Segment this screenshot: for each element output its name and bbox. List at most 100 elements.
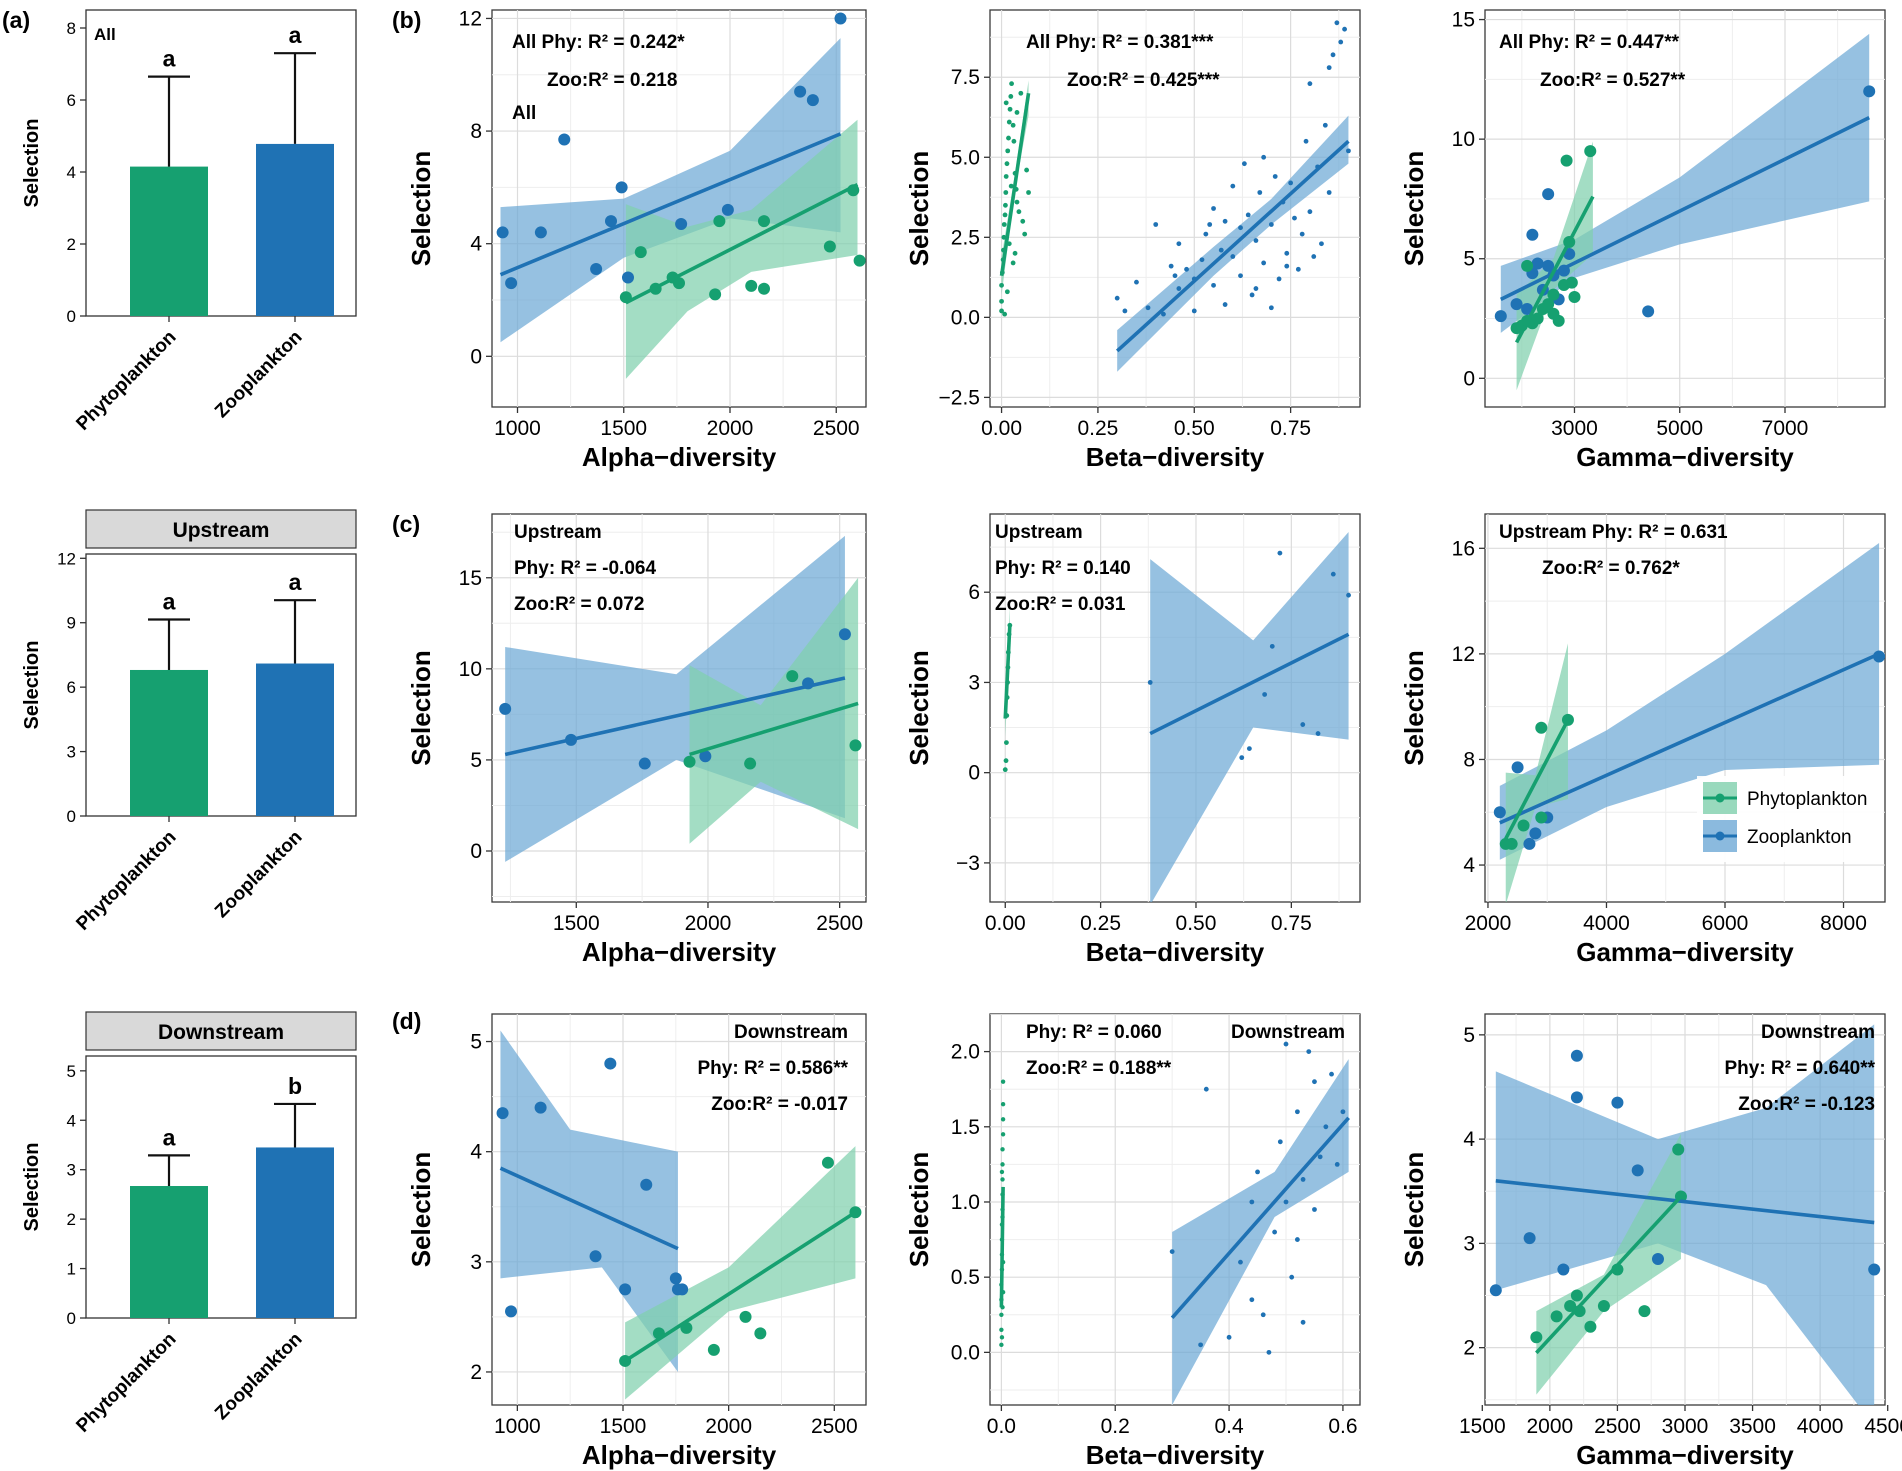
y-tick-label: 4 (1463, 854, 1475, 877)
phy-fit-line (1504, 719, 1570, 840)
zoo-point (1319, 241, 1324, 247)
legend-label: Zooplankton (1747, 827, 1852, 848)
stat-annotation: Zoo:R² = 0.218 (547, 70, 677, 91)
zoo-point (1147, 680, 1153, 685)
zoo-confidence-band (1495, 1024, 1875, 1405)
y-tick-label: 6 (67, 678, 76, 697)
zoo-point (1531, 257, 1544, 270)
zoo-point (1211, 206, 1216, 211)
y-tick-label: 2 (67, 1210, 76, 1229)
zoo-point (605, 215, 617, 228)
zoo-point (721, 203, 734, 216)
zoo-fit-line (504, 676, 846, 757)
y-axis-title: Selection (1399, 650, 1429, 766)
y-tick-label: 4 (67, 1111, 76, 1130)
zoo-point (1283, 1199, 1289, 1205)
x-tick-label: 0.2 (1101, 1415, 1130, 1438)
phy-point (758, 282, 770, 295)
zoo-fit-line (1499, 116, 1871, 301)
zoo-point (1294, 1237, 1300, 1242)
panel-letter-a: (a) (2, 7, 30, 33)
phy-point (1004, 161, 1010, 167)
phy-point (1517, 819, 1530, 832)
facet-strip-label: Downstream (158, 1021, 284, 1044)
x-tick-label: 2000 (707, 417, 754, 440)
zoo-point (1176, 286, 1182, 291)
phy-point (1521, 259, 1534, 272)
stat-annotation: Zoo:R² = 0.762* (1542, 558, 1680, 579)
x-tick-label: 5000 (1656, 417, 1703, 440)
zoo-point (1306, 1049, 1312, 1054)
plot-frame (989, 9, 1361, 408)
zoo-point (1169, 1249, 1175, 1255)
phy-point (1014, 110, 1020, 115)
phy-point (1003, 100, 1009, 106)
zoo-point (1863, 85, 1876, 98)
phy-fit-line (689, 701, 859, 757)
y-tick-label: 8 (1463, 748, 1475, 771)
phy-point (1000, 1117, 1006, 1122)
stat-annotation: Zoo:R² = -0.123 (1738, 1094, 1875, 1115)
zoo-point (1284, 250, 1290, 256)
zoo-point (1334, 20, 1340, 26)
phy-point (849, 739, 862, 752)
zoo-point (794, 85, 807, 98)
phy-point (707, 1343, 720, 1356)
y-tick-label: 4 (470, 233, 482, 256)
zoo-point (1249, 292, 1255, 298)
plot-body (1494, 33, 1876, 391)
zoo-point (1299, 231, 1305, 237)
phy-confidence-band (1536, 1133, 1681, 1395)
x-tick-label: 1500 (600, 1415, 647, 1438)
y-tick-label: 3 (968, 671, 980, 694)
zoo-fit-line (1170, 1116, 1350, 1319)
facet-strip-label: Upstream (173, 519, 270, 542)
zoo-point (1346, 592, 1351, 598)
stat-annotation: All Phy: R² = 0.381*** (1026, 32, 1214, 53)
phy-point (1006, 135, 1011, 141)
plot-body (1493, 543, 1885, 902)
zoo-point (1323, 1124, 1329, 1130)
y-tick-label: 0.0 (951, 1341, 980, 1364)
phy-fit-line (999, 92, 1031, 276)
zoo-point (1203, 231, 1209, 237)
x-tick-label: 0.0 (987, 1415, 1016, 1438)
phy-point (1560, 154, 1573, 167)
zoo-point (1326, 65, 1332, 71)
zoo-point (1312, 1079, 1317, 1085)
y-tick-label: 1 (67, 1260, 76, 1279)
phy-point (754, 1327, 767, 1340)
phy-point (1000, 1162, 1005, 1167)
phy-fit-line (1003, 625, 1012, 719)
y-tick-label: 0 (968, 762, 980, 785)
x-tick-label: 7000 (1762, 417, 1809, 440)
y-axis-title: Selection (1399, 1152, 1429, 1268)
stat-annotation: Zoo:R² = -0.017 (711, 1094, 848, 1115)
y-tick-label: 7.5 (951, 66, 980, 89)
x-tick-label: 4000 (1583, 912, 1630, 935)
zoo-point (1642, 305, 1655, 318)
zoo-point (1330, 571, 1336, 577)
y-axis-title: Selection (904, 1152, 934, 1268)
zoo-point (1145, 305, 1151, 311)
zoo-point (1340, 1109, 1346, 1115)
zoo-point (1523, 837, 1536, 850)
zoo-point (1253, 286, 1259, 291)
x-tick-label: 1000 (494, 1415, 541, 1438)
phy-point (1004, 289, 1010, 295)
y-axis-title: Selection (21, 119, 43, 208)
phy-point (999, 1327, 1004, 1333)
y-tick-label: 12 (459, 7, 482, 30)
y-tick-label: 5 (470, 749, 482, 772)
zoo-fit-line (499, 132, 842, 277)
zoo-point (1241, 161, 1247, 167)
phy-point (1584, 1320, 1597, 1333)
zoo-point (1238, 1259, 1243, 1265)
y-tick-label: 5.0 (951, 146, 980, 169)
phy-point (709, 288, 722, 301)
significance-letter: a (163, 1124, 176, 1150)
legend-marker (1715, 793, 1725, 803)
zoo-point (1542, 188, 1555, 201)
scatter-chart-all-gamma: 3000 5000 7000 0 5 10 15 Gamma−diversity Selecti… (1399, 9, 1886, 472)
zoo-point (619, 1283, 632, 1296)
